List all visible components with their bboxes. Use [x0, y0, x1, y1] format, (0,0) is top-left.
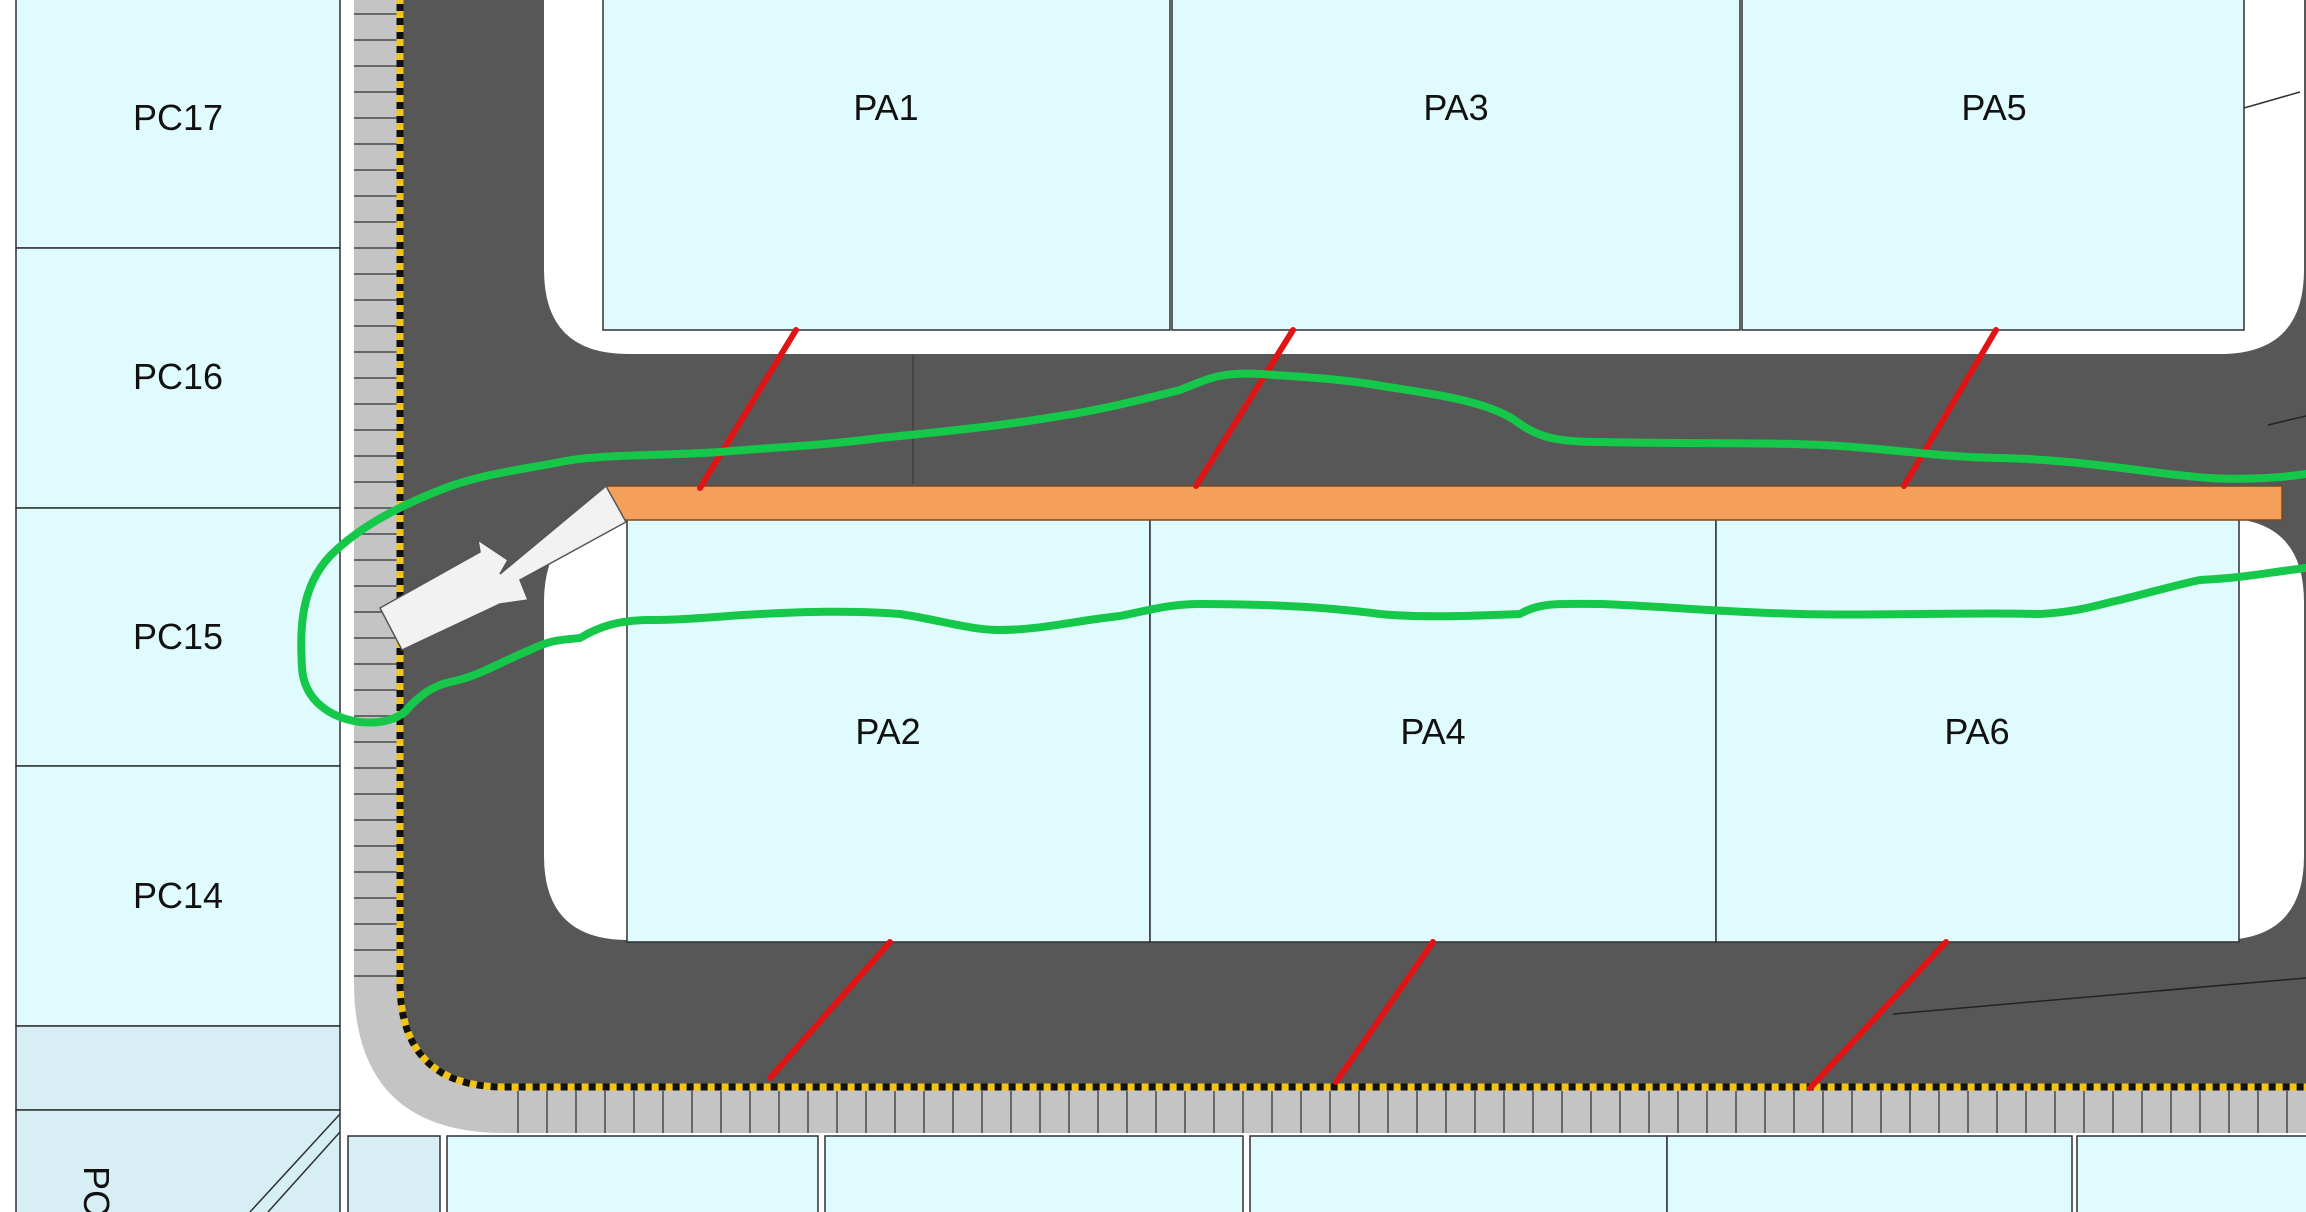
lot-pc15 [15, 507, 341, 767]
service-line-pa2 [767, 939, 893, 1081]
lot-label-pa3: PA3 [1423, 87, 1488, 128]
lot-pa3 [1171, 0, 1741, 331]
markup-outline [297, 369, 2306, 727]
lot-label-pa2: PA2 [855, 711, 920, 752]
lot-label-pa1: PA1 [853, 87, 918, 128]
curb-line-dashes [396, 0, 2306, 1091]
left-lot-column [15, 0, 341, 1212]
lot-label-pc16: PC16 [133, 356, 223, 397]
service-line-pa6 [1807, 939, 1949, 1091]
service-connections [697, 327, 1999, 1091]
lot-pc1-partial [15, 1109, 341, 1212]
lot-bottom-3 [824, 1135, 1244, 1212]
lot-label-pa4: PA4 [1400, 711, 1465, 752]
lot-pc14 [15, 765, 341, 1027]
lot-label-pa6: PA6 [1944, 711, 2009, 752]
lot-diagonal-line [267, 1131, 341, 1212]
lot-labels: PC17 PC16 PC15 PC14 PA1 PA3 PA5 PA2 PA4 … [76, 87, 2027, 1212]
lot-pa5 [1741, 0, 2245, 331]
lot-bottom-5 [1666, 1135, 2073, 1212]
lot-label-pc14: PC14 [133, 875, 223, 916]
pipe-connector [378, 484, 628, 651]
lot-bottom-1 [347, 1135, 441, 1212]
bottom-lot-row [347, 1135, 2306, 1212]
lot-label-pa5: PA5 [1961, 87, 2026, 128]
lot-edge-line [2243, 91, 2301, 109]
service-line-pa3 [1193, 327, 1296, 489]
lot-bottom-2 [446, 1135, 819, 1212]
road-reference-line [1892, 977, 2306, 1015]
service-line-pa5 [1901, 327, 1999, 489]
lot-label-pc15: PC15 [133, 616, 223, 657]
sidewalk-joints [354, 13, 2288, 1133]
lot-bottom-4 [1249, 1135, 1668, 1212]
lot-label-pc1-partial: PC1 [76, 1166, 117, 1212]
lot-pa1 [602, 0, 1171, 331]
lot-bottom-6 [2076, 1135, 2306, 1212]
lot-diagonal-line [249, 1113, 341, 1212]
lot-pc17 [15, 0, 341, 249]
lot-pa2 [626, 517, 1151, 943]
road-reference-line [2267, 415, 2306, 426]
service-line-pa1 [697, 327, 799, 491]
upper-lot-row [602, 0, 2301, 331]
lot-label-pc17: PC17 [133, 97, 223, 138]
service-line-pa4 [1333, 939, 1436, 1085]
lot-open-space [15, 1025, 341, 1111]
utility-strip [605, 485, 2283, 521]
